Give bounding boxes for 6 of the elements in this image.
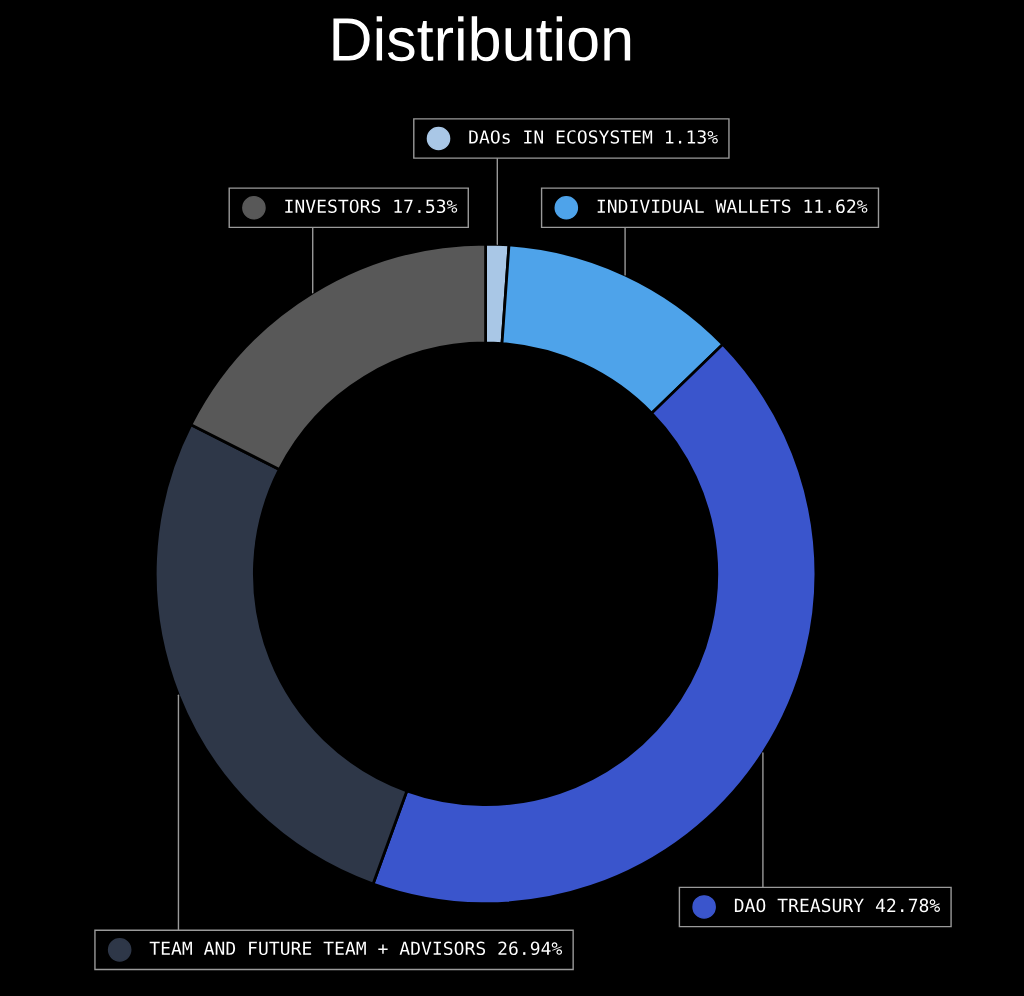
chart-title: Distribution xyxy=(333,16,631,62)
legend-label: TEAM AND FUTURE TEAM + ADVISORS 26.94% xyxy=(149,941,563,956)
legend-label: INDIVIDUAL WALLETS 11.62% xyxy=(597,199,868,214)
legend-label: DAOs IN ECOSYSTEM 1.13% xyxy=(469,130,718,144)
legend-label: DAO TREASURY 42.78% xyxy=(734,898,940,913)
legend-label: INVESTORS 17.53% xyxy=(285,199,458,214)
